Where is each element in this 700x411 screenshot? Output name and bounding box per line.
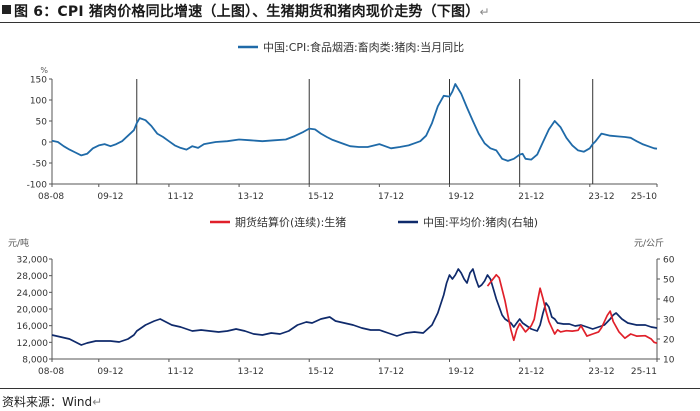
footer-divider xyxy=(0,388,700,389)
legend-pork-price-series-label: 中国:平均价:猪肉(右轴) xyxy=(423,215,538,229)
y-tick-label: -100 xyxy=(27,181,48,191)
source-return-mark-icon: ↵ xyxy=(92,395,103,409)
series-line-pork-average-price xyxy=(51,268,658,346)
x-tick-label: 09-12 xyxy=(97,192,123,202)
x-tick-label: 08-08 xyxy=(38,192,64,202)
title-bullet-icon xyxy=(2,5,11,14)
left-tick-label: 8,000 xyxy=(22,356,48,366)
x-tick-label: 17-12 xyxy=(378,367,404,377)
x-tick-label: 25-11 xyxy=(631,367,657,377)
right-axis-unit-label: 元/公斤 xyxy=(634,238,664,249)
legend-cpi-series-label: 中国:CPI:食品烟酒:畜肉类:猪肉:当月同比 xyxy=(263,40,464,54)
series-line-hog-futures xyxy=(486,273,658,345)
x-tick-label: 21-12 xyxy=(518,192,544,202)
right-tick-label: 50 xyxy=(663,276,675,286)
left-tick-label: 32,000 xyxy=(17,256,49,266)
y-tick-label: -50 xyxy=(32,160,47,170)
left-tick-label: 16,000 xyxy=(17,322,49,332)
left-tick-label: 28,000 xyxy=(17,272,49,282)
y-axis-unit-label: % xyxy=(40,66,48,75)
left-tick-label: 20,000 xyxy=(17,306,49,316)
x-tick-label: 11-12 xyxy=(168,367,194,377)
x-tick-label: 21-12 xyxy=(518,367,544,377)
x-tick-label: 15-12 xyxy=(308,192,334,202)
x-tick-label: 15-12 xyxy=(308,367,334,377)
left-axis-unit-label: 元/吨 xyxy=(8,237,29,249)
x-tick-label: 19-12 xyxy=(448,367,474,377)
y-tick-label: 100 xyxy=(30,97,47,107)
series-line-cpi-pork-yoy xyxy=(51,83,658,162)
left-tick-label: 12,000 xyxy=(17,339,49,349)
right-tick-label: 40 xyxy=(663,296,675,306)
source-note: 资料来源：Wind↵ xyxy=(2,393,102,410)
right-tick-label: 20 xyxy=(663,336,675,346)
x-tick-label: 13-12 xyxy=(238,367,264,377)
source-text: 资料来源：Wind xyxy=(2,395,93,409)
x-tick-label: 19-12 xyxy=(448,192,474,202)
header-divider xyxy=(0,22,700,23)
right-tick-label: 30 xyxy=(663,316,675,326)
figure-header: 图 6：CPI 猪肉价格同比增速（上图）、生猪期货和猪肉现价走势（下图）↵ xyxy=(0,0,700,22)
figure-title: 图 6：CPI 猪肉价格同比增速（上图）、生猪期货和猪肉现价走势（下图）↵ xyxy=(14,1,490,21)
x-tick-label: 17-12 xyxy=(378,192,404,202)
y-tick-label: 0 xyxy=(41,139,47,149)
x-tick-label: 23-12 xyxy=(588,192,614,202)
right-tick-label: 10 xyxy=(663,356,675,366)
x-tick-label: 13-12 xyxy=(238,192,264,202)
x-tick-label: 11-12 xyxy=(168,192,194,202)
x-tick-label: 09-12 xyxy=(97,367,123,377)
x-tick-label: 25-10 xyxy=(631,192,657,202)
return-mark-icon: ↵ xyxy=(479,5,490,19)
figure-title-text: 图 6：CPI 猪肉价格同比增速（上图）、生猪期货和猪肉现价走势（下图） xyxy=(14,4,480,20)
x-tick-label: 08-08 xyxy=(38,367,64,377)
left-tick-label: 24,000 xyxy=(17,289,49,299)
y-tick-label: 50 xyxy=(36,118,48,128)
x-tick-label: 23-12 xyxy=(588,367,614,377)
y-tick-label: 150 xyxy=(30,76,47,86)
right-tick-label: 60 xyxy=(663,256,675,266)
legend-futures-series-label: 期货结算价(连续):生猪 xyxy=(235,215,346,229)
